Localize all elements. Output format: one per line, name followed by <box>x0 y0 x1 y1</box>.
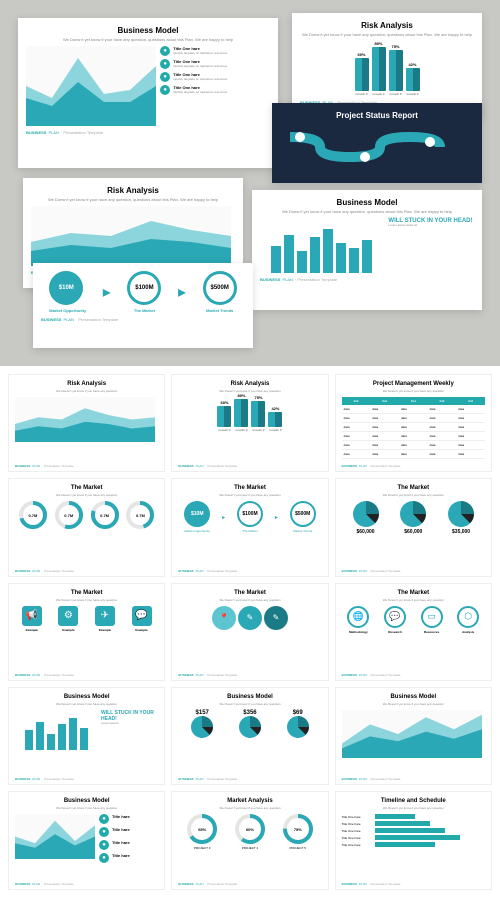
slide-bigarea: Business ModelWe Doesn't yet know if you… <box>335 687 492 785</box>
footer: BUSINESSPLAN · Presentation Template <box>15 569 74 573</box>
card-project-status: Project Status Report <box>272 103 482 183</box>
card-business-model: Business ModelWe Doesn't yet know if you… <box>18 18 278 168</box>
footer: BUSINESSPLAN · Presentation Template <box>342 464 401 468</box>
footer: BUSINESSPLAN · Presentation Template <box>342 777 401 781</box>
area-chart <box>15 814 95 859</box>
slide-bigcircles: The MarketWe Doesn't yet know if you hav… <box>171 583 328 681</box>
footer: BUSINESSPLAN · Presentation Template <box>26 130 270 135</box>
footer: BUSINESSPLAN · Presentation Template <box>15 464 74 468</box>
grid-section: Risk AnalysisWe Doesn't yet know if you … <box>0 366 500 898</box>
slide-circles: The MarketWe Doesn't yet know if you hav… <box>171 478 328 576</box>
footer: BUSINESSPLAN · Presentation Template <box>178 673 237 677</box>
footer: BUSINESSPLAN · Presentation Template <box>342 569 401 573</box>
footer: BUSINESSPLAN · Presentation Template <box>15 673 74 677</box>
area-chart <box>31 206 231 266</box>
slide-areaside: Business ModelWe Doesn't yet know if you… <box>8 791 165 889</box>
slide-area: Risk AnalysisWe Doesn't yet know if you … <box>8 374 165 472</box>
slide-progress: Market AnalysisWe Doesn't yet know if yo… <box>171 791 328 889</box>
slide-barside: Business ModelWe Doesn't yet know if you… <box>8 687 165 785</box>
footer: BUSINESSPLAN · Presentation Template <box>15 777 74 781</box>
footer: BUSINESSPLAN · Presentation Template <box>342 882 401 886</box>
footer: BUSINESSPLAN · Presentation Template <box>178 464 237 468</box>
slide-pricepie: Business ModelWe Doesn't yet know if you… <box>171 687 328 785</box>
area-chart <box>342 710 482 758</box>
footer: BUSINESSPLAN · Presentation Template <box>15 882 74 886</box>
footer: BUSINESSPLAN · Presentation Template <box>178 569 237 573</box>
slide-bars3d: Risk AnalysisWe Doesn't yet know if you … <box>171 374 328 472</box>
footer: BUSINESSPLAN · Presentation Template <box>178 777 237 781</box>
area-chart <box>26 46 156 126</box>
slide-gantt: Timeline and ScheduleWe Doesn't yet know… <box>335 791 492 889</box>
footer: BUSINESSPLAN · Presentation Template <box>178 882 237 886</box>
hero-section: Business ModelWe Doesn't yet know if you… <box>0 0 500 366</box>
slide-outcircles: The MarketWe Doesn't yet know if you hav… <box>335 583 492 681</box>
slide-iconboxes: The MarketWe Doesn't yet know if you hav… <box>8 583 165 681</box>
footer: BUSINESSPLAN · Presentation Template <box>41 317 245 322</box>
slide-table: Project Management WeeklyWe Doesn't yet … <box>335 374 492 472</box>
footer: BUSINESSPLAN · Presentation Template <box>260 277 474 282</box>
card-bm-bars: Business ModelWe Doesn't yet know if you… <box>252 190 482 310</box>
slide-donuts: The MarketWe Doesn't yet know if you hav… <box>8 478 165 576</box>
slide-pies3: The MarketWe Doesn't yet know if you hav… <box>335 478 492 576</box>
area-chart <box>15 397 155 442</box>
footer: BUSINESSPLAN · Presentation Template <box>342 673 401 677</box>
card-market: $10MMarket Opportunity▸$100MThe Market▸$… <box>33 263 253 348</box>
